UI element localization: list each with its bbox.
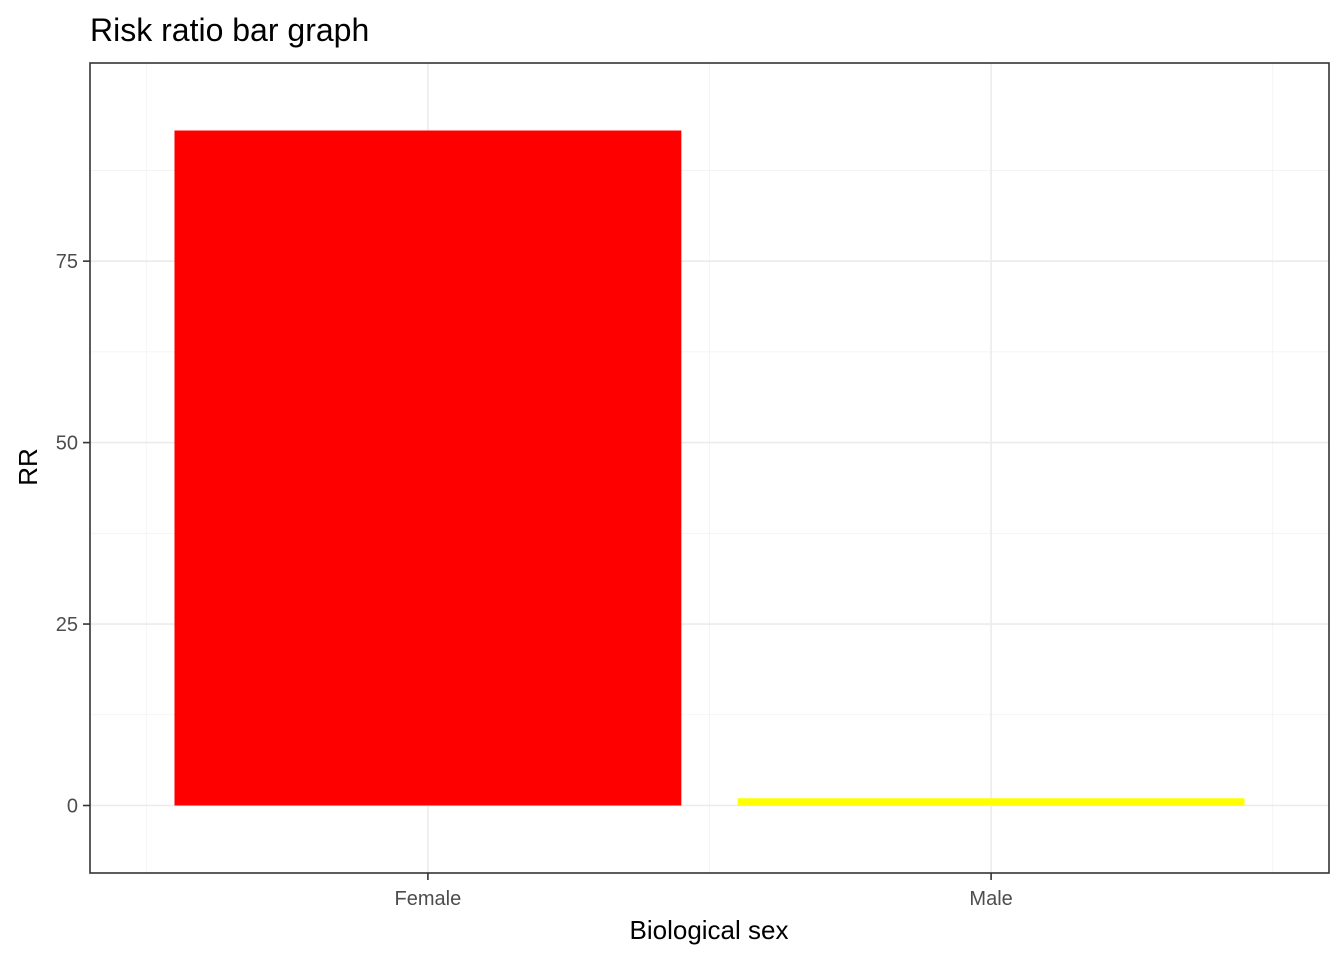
y-tick-label: 0 <box>67 796 78 818</box>
bar-series <box>174 130 1245 806</box>
y-tick-label: 75 <box>56 251 78 273</box>
chart-title: Risk ratio bar graph <box>90 12 369 48</box>
x-tick-label-female: Female <box>395 888 462 910</box>
x-axis: Female Male <box>395 873 1013 910</box>
panel-border <box>89 62 1330 874</box>
y-tick-label: 25 <box>56 614 78 636</box>
y-axis-title: RR <box>13 448 43 486</box>
y-tick-label: 50 <box>56 433 78 455</box>
bar-male <box>737 798 1245 806</box>
x-tick-label-male: Male <box>969 888 1012 910</box>
bar-female <box>174 130 682 806</box>
x-axis-title: Biological sex <box>630 915 789 945</box>
y-axis: 0 25 50 75 <box>56 251 90 818</box>
